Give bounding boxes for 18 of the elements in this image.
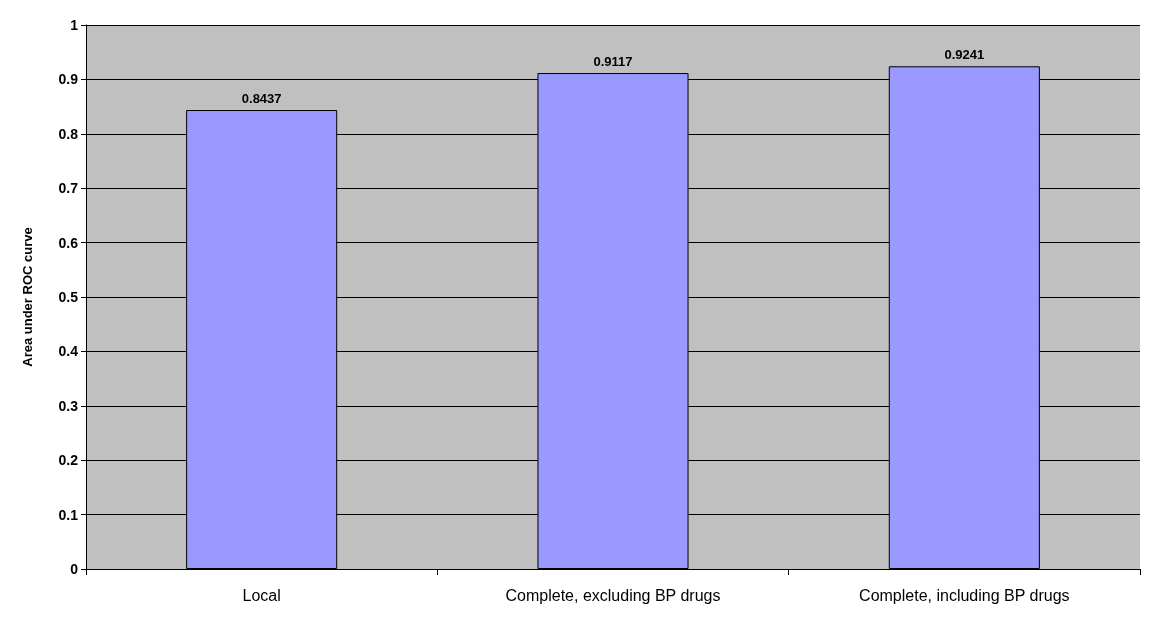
y-tick-label: 0.6 (58, 234, 79, 251)
y-tick-label: 1 (70, 17, 79, 33)
x-tick-label: Complete, including BP drugs (859, 586, 1070, 604)
y-tick-label: 0.2 (58, 452, 79, 469)
y-tick-label: 0.7 (58, 180, 79, 197)
x-tick-label: Complete, excluding BP drugs (505, 586, 721, 604)
y-axis-title: Area under ROC curve (20, 227, 35, 367)
data-label: 0.9117 (593, 54, 633, 70)
y-tick-label: 0.8 (58, 125, 79, 142)
y-tick-label: 0.1 (58, 506, 79, 523)
y-tick-label: 0.3 (58, 397, 79, 414)
y-tick-label: 0.4 (58, 343, 79, 360)
y-tick-label: 0.9 (58, 71, 79, 88)
data-label: 0.8437 (241, 91, 282, 107)
y-tick-label: 0.5 (58, 289, 79, 305)
x-tick-label: Local (242, 586, 281, 604)
y-tick-label: 0 (70, 561, 79, 577)
data-label: 0.9241 (944, 47, 985, 63)
